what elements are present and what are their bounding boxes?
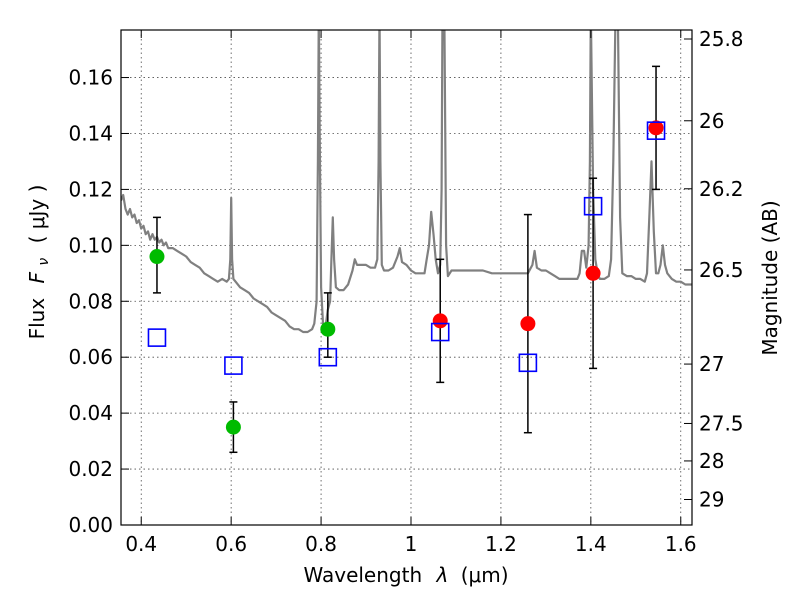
y-tick-label: 0.08 [68, 289, 113, 313]
photometry-markers [147, 120, 666, 435]
svg-text:Wavelength λ (μm): Wavelength λ (μm) [303, 563, 508, 587]
data-point-circle [225, 419, 241, 435]
y2-tick-label: 26 [699, 109, 724, 133]
model-spectrum-line [121, 30, 692, 334]
x-axis-label-symbol: λ [436, 563, 449, 587]
data-point-square [318, 347, 338, 367]
y-tick-label: 0.06 [68, 345, 113, 369]
y2-tick-label: 25.8 [699, 27, 744, 51]
y2-tick-label: 27 [699, 352, 724, 376]
x-axis-label-unit: (μm) [461, 563, 509, 587]
x-tick-label: 0.4 [125, 532, 157, 556]
data-point-circle [149, 249, 165, 265]
y-axis-label-symbol: F [25, 271, 49, 283]
data-point-circle [585, 265, 601, 281]
x-tick-label: 1.6 [665, 532, 697, 556]
y-tick-label: 0.16 [68, 66, 113, 90]
x-tick-label: 1.4 [575, 532, 607, 556]
error-bars [152, 65, 661, 454]
model-spectrum [121, 30, 692, 334]
y2-tick-label: 26.2 [699, 177, 744, 201]
y-tick-label: 0.14 [68, 121, 113, 145]
data-point-square [147, 328, 167, 347]
data-point-square [518, 353, 538, 373]
x-tick-label: 1 [405, 532, 418, 556]
data-point-square [224, 356, 243, 375]
x-tick-label: 1.2 [485, 532, 517, 556]
data-point-square [646, 121, 666, 140]
y2-tick-label: 28 [699, 449, 724, 473]
x-tick-label: 0.8 [305, 532, 337, 556]
y-tick-label: 0.00 [68, 513, 113, 537]
axis-ticks: 0.4 0.6 0.8 1 1.2 1.4 1.6 0.00 0.02 0.04 0.06 0.08 0… [68, 27, 743, 556]
y-tick-label: 0.02 [68, 457, 113, 481]
x-axis-label-text: Wavelength [303, 563, 422, 587]
y2-tick-label: 26.5 [699, 258, 744, 282]
data-point-circle [648, 120, 664, 136]
y-tick-label: 0.04 [68, 401, 113, 425]
data-point-circle [432, 313, 448, 329]
svg-text:Flux F ν ( μ: Flux F ν ( μJy ) [25, 185, 53, 340]
data-point-circle [520, 316, 536, 332]
y-axis-label: Flux F ν ( μJy ) [25, 185, 53, 340]
y-tick-label: 0.10 [68, 233, 113, 257]
data-point-square [430, 322, 450, 342]
x-axis-label: Wavelength λ (μm) [303, 563, 508, 587]
y-axis-label-symbol-sub: ν [36, 258, 52, 266]
x-tick-label: 0.6 [215, 532, 247, 556]
data-point-square [583, 196, 603, 216]
y2-axis-label-text: Magnitude (AB) [758, 200, 782, 355]
data-point-circle [320, 321, 336, 337]
y-axis-label-text: Flux [25, 298, 49, 340]
y-axis-label-unit: ( μJy ) [25, 185, 49, 244]
y2-tick-label: 27.5 [699, 411, 744, 435]
plot-area-border [120, 29, 693, 526]
y2-axis-label: Magnitude (AB) [758, 200, 782, 355]
grid-lines [121, 30, 692, 526]
plot-frame [120, 29, 693, 526]
y-tick-label: 0.12 [68, 177, 113, 201]
y2-tick-label: 29 [699, 487, 724, 511]
